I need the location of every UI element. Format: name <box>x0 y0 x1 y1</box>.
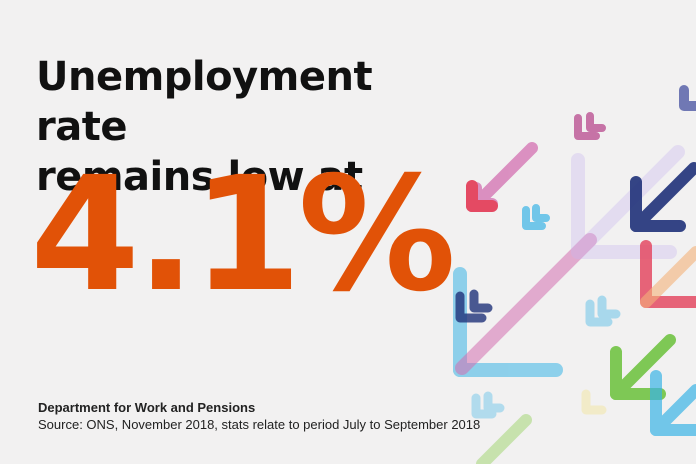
arrow-down-left-icon <box>470 142 538 210</box>
headline-line-1: Unemployment rate <box>36 54 373 150</box>
arrow-down-left-icon <box>574 112 606 140</box>
footer: Department for Work and Pensions Source:… <box>38 399 480 433</box>
unemployment-rate-figure: 4.1% <box>30 143 456 327</box>
arrow-down-left-icon <box>650 370 696 436</box>
arrow-down-left-icon <box>630 162 696 232</box>
arrow-down-left-icon <box>522 204 550 230</box>
arrow-down-left-icon <box>455 233 597 375</box>
arrow-down-left-icon <box>571 145 685 259</box>
headline: Unemployment rate remains low at <box>36 52 436 202</box>
arrow-down-left-icon <box>471 391 505 419</box>
source-note: Source: ONS, November 2018, stats relate… <box>38 417 481 432</box>
department-name: Department for Work and Pensions <box>38 400 256 415</box>
arrow-down-left-icon <box>466 180 498 212</box>
headline-line-2: remains low at <box>36 154 363 200</box>
arrow-down-left-icon <box>455 289 493 323</box>
decorative-arrows <box>453 85 696 464</box>
arrow-down-left-icon <box>476 414 532 464</box>
arrow-down-left-icon <box>610 334 676 400</box>
arrow-down-left-icon <box>581 389 607 415</box>
arrow-down-left-icon <box>679 85 696 111</box>
arrow-down-left-icon <box>585 295 621 327</box>
arrow-down-left-icon <box>640 246 696 308</box>
